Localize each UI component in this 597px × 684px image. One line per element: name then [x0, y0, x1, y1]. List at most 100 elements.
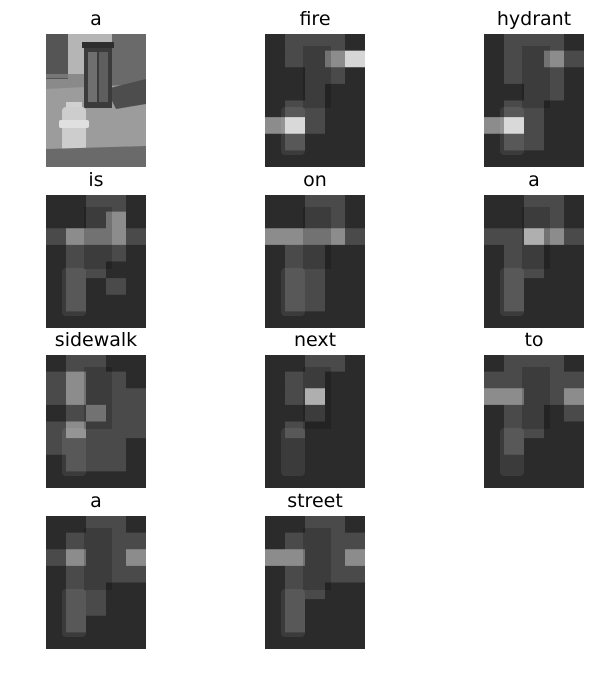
attention-cell [564, 454, 584, 472]
attention-cell [126, 244, 146, 262]
attention-cell [46, 599, 67, 617]
attention-map [484, 355, 584, 488]
attention-cell [504, 83, 525, 101]
attention-cell [345, 549, 365, 567]
attention-cell [46, 228, 67, 246]
attention-cell [325, 355, 346, 372]
attention-cell [285, 195, 306, 212]
hydrant-silhouette [281, 107, 305, 155]
panel-8: next [245, 325, 385, 488]
panel-word: street [287, 490, 343, 512]
attention-map [484, 34, 584, 167]
attention-cell [285, 454, 306, 472]
attention-cell [265, 261, 286, 279]
attention-cell [86, 421, 107, 439]
attention-cell [325, 582, 346, 600]
attention-cell [265, 195, 286, 212]
attention-cell [484, 438, 505, 456]
attention-cell [66, 244, 87, 262]
attention-map [265, 34, 365, 167]
attention-cell [86, 211, 107, 229]
panel-word: a [528, 169, 540, 191]
attention-cell [345, 34, 365, 51]
attention-cell [86, 228, 107, 246]
attention-cell [305, 278, 326, 296]
attention-cell [504, 100, 525, 118]
attention-cell [66, 261, 87, 279]
attention-cell [285, 615, 306, 633]
attention-cell [484, 261, 505, 279]
attention-cell [345, 278, 365, 296]
attention-cell [106, 582, 127, 600]
attention-cell [305, 615, 326, 633]
attention-cell [86, 632, 107, 649]
attention-cell [305, 355, 326, 372]
attention-cell [544, 150, 565, 167]
attention-cell [285, 244, 306, 262]
attention-cell [564, 294, 584, 312]
attention-cell [524, 404, 545, 422]
attention-cell [504, 294, 525, 312]
attention-cell [544, 67, 565, 85]
attention-cell [484, 211, 505, 229]
attention-cell [86, 565, 107, 583]
attention-map [46, 355, 146, 488]
attention-cell [126, 311, 146, 328]
attention-cell [106, 388, 127, 406]
panel-5: on [245, 165, 385, 328]
attention-cell [46, 355, 67, 372]
attention-cell [285, 278, 306, 296]
attention-cell [305, 388, 326, 406]
hydrant-silhouette [281, 428, 305, 476]
attention-cell [544, 454, 565, 472]
attention-cell [285, 294, 306, 312]
attention-cell [325, 632, 346, 649]
attention-cell [66, 388, 87, 406]
attention-cell [305, 532, 326, 550]
attention-cell [66, 582, 87, 600]
attention-cell [46, 582, 67, 600]
attention-cell [126, 615, 146, 633]
attention-map [46, 516, 146, 649]
attention-map [265, 516, 365, 649]
attention-cell [544, 195, 565, 212]
attention-cell [285, 471, 306, 488]
attention-cell [265, 311, 286, 328]
attention-cell [86, 471, 107, 488]
attention-cell [345, 133, 365, 151]
panel-word: next [293, 329, 337, 351]
panel-1: a [26, 4, 166, 167]
attention-cell [305, 244, 326, 262]
attention-cell [106, 371, 127, 389]
attention-cell [86, 404, 107, 422]
attention-cell [524, 150, 545, 167]
attention-cell [126, 278, 146, 296]
attention-cell [305, 228, 326, 246]
attention-cell [325, 565, 346, 583]
attention-cell [305, 83, 326, 101]
panel-7: sidewalk [26, 325, 166, 488]
attention-cell [305, 133, 326, 151]
attention-cell [46, 549, 67, 567]
attention-cell [265, 100, 286, 118]
attention-cell [564, 195, 584, 212]
attention-cell [265, 117, 286, 135]
attention-cell [106, 244, 127, 262]
attention-cell [86, 438, 107, 456]
attention-cell [544, 211, 565, 229]
attention-cell [126, 388, 146, 406]
attention-cell [66, 228, 87, 246]
attention-cell [305, 471, 326, 488]
attention-cell [285, 117, 306, 135]
attention-cell [265, 582, 286, 600]
attention-cell [504, 195, 525, 212]
hydrant-silhouette [281, 589, 305, 637]
attention-cell [305, 195, 326, 212]
attention-cell [66, 471, 87, 488]
attention-cell [86, 615, 107, 633]
attention-cell [265, 615, 286, 633]
attention-cell [544, 50, 565, 68]
attention-cell [46, 438, 67, 456]
attention-cell [524, 211, 545, 229]
